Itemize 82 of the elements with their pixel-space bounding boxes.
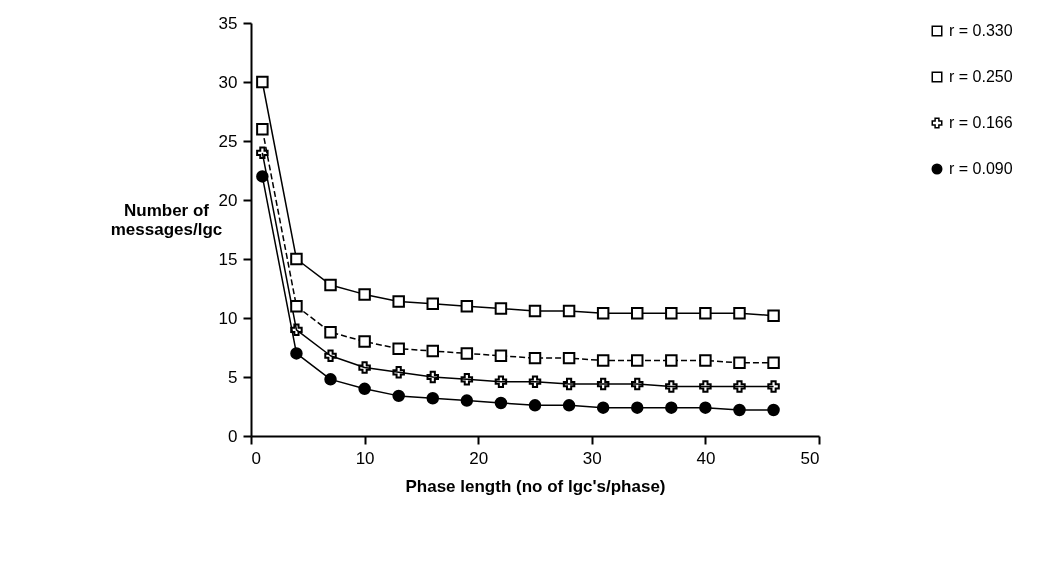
point	[324, 325, 337, 339]
legend-label: r = 0.166	[949, 114, 1013, 131]
point	[528, 304, 542, 318]
point	[392, 342, 405, 355]
point	[392, 389, 405, 403]
x-tick-label: 10	[355, 448, 375, 468]
point	[256, 170, 269, 183]
point	[562, 351, 576, 365]
point	[256, 75, 269, 89]
point	[562, 399, 576, 412]
point	[767, 403, 780, 417]
x-tick-label: 40	[696, 448, 716, 468]
point	[631, 401, 644, 414]
point	[256, 122, 269, 136]
point	[494, 302, 508, 315]
point	[699, 380, 712, 393]
point	[665, 380, 678, 393]
point	[324, 349, 337, 362]
point	[290, 323, 303, 337]
point	[392, 295, 405, 308]
point	[358, 335, 371, 348]
point	[562, 377, 576, 391]
point	[426, 344, 439, 358]
point	[733, 307, 746, 320]
point	[665, 354, 678, 367]
point	[358, 288, 371, 301]
x-tick-label: 0	[251, 448, 261, 468]
point	[699, 307, 712, 320]
point	[426, 370, 439, 384]
point	[562, 304, 576, 318]
point	[494, 375, 508, 388]
point	[460, 373, 474, 386]
point	[426, 392, 439, 405]
point	[256, 146, 269, 160]
point	[665, 401, 678, 414]
x-axis-title: Phase length (no of lgc's/phase)	[405, 476, 666, 496]
y-tick-label: 5	[228, 367, 238, 387]
point	[699, 401, 712, 414]
point	[596, 401, 610, 414]
point	[290, 299, 303, 313]
y-tick-label: 35	[218, 13, 238, 33]
x-tick-label: 20	[469, 448, 489, 468]
point	[392, 366, 405, 379]
point	[767, 309, 780, 322]
legend-label: r = 0.330	[949, 22, 1013, 39]
x-tick-label: 50	[800, 448, 820, 468]
point	[665, 307, 678, 320]
point	[596, 354, 610, 367]
point	[290, 347, 303, 360]
point	[733, 403, 746, 417]
point	[494, 396, 508, 410]
point	[528, 351, 542, 365]
legend-label: r = 0.090	[949, 160, 1013, 177]
y-tick-label: 25	[218, 131, 238, 151]
point	[426, 297, 439, 311]
point	[733, 356, 746, 370]
point	[631, 307, 644, 320]
point	[324, 373, 337, 386]
point	[596, 377, 610, 391]
point	[596, 307, 610, 320]
point	[460, 299, 474, 313]
point	[494, 349, 508, 362]
x-tick-label: 30	[582, 448, 602, 468]
point	[358, 361, 371, 374]
point	[358, 382, 371, 396]
point	[324, 278, 337, 292]
y-tick-label: 30	[218, 72, 238, 92]
point	[631, 354, 644, 367]
point	[767, 356, 780, 370]
point	[699, 354, 712, 367]
point	[290, 252, 303, 266]
point	[460, 347, 474, 360]
legend-label: r = 0.250	[949, 68, 1013, 85]
point	[528, 375, 542, 388]
point	[460, 394, 474, 407]
y-tick-label: 10	[218, 308, 238, 328]
y-tick-label: 0	[228, 426, 238, 446]
point	[733, 380, 746, 393]
point	[528, 399, 542, 412]
point	[767, 380, 780, 393]
y-tick-label: 15	[218, 249, 238, 269]
point	[631, 377, 644, 391]
